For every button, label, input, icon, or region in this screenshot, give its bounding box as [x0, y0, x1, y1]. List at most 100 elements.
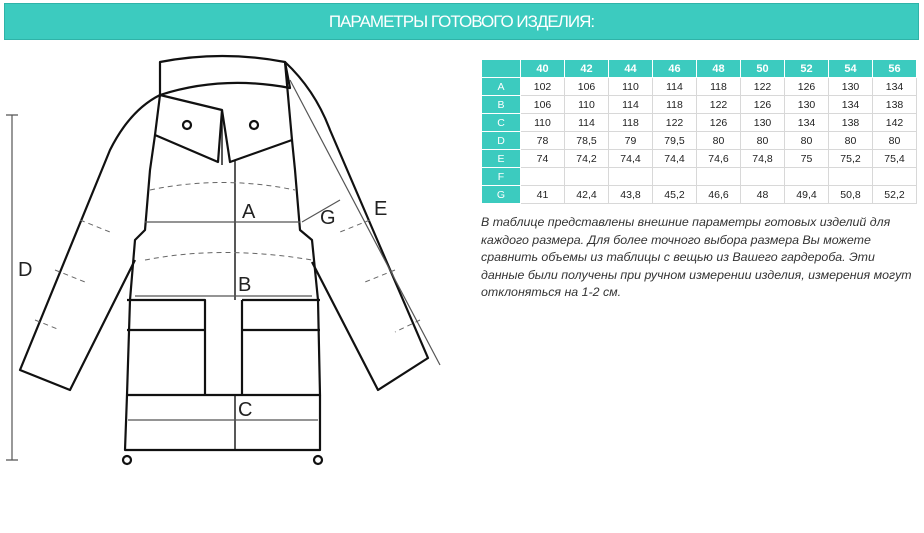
table-cell	[696, 167, 741, 186]
table-cell: 74	[520, 149, 565, 168]
left-pocket	[127, 298, 207, 395]
table-cell: 118	[696, 77, 741, 96]
table-cell: 79,5	[652, 131, 697, 150]
table-cell: 74,4	[652, 149, 697, 168]
label-B: B	[238, 274, 251, 296]
table-cell	[652, 167, 697, 186]
table-row: D 78 78,5 79 79,5 80 80 80 80 80	[481, 131, 917, 150]
table-row: B 106 110 114 118 122 126 130 134 138	[481, 95, 917, 114]
table-cell: 134	[828, 95, 873, 114]
table-cell: 122	[696, 95, 741, 114]
table-cell: 110	[564, 95, 609, 114]
label-D: D	[18, 259, 32, 281]
label-A: A	[242, 201, 256, 223]
description-text: В таблице представлены внешние параметры…	[481, 215, 912, 299]
size-header: 52	[784, 59, 829, 78]
table-cell	[740, 167, 785, 186]
right-sleeve	[284, 61, 430, 392]
table-cell: 114	[564, 113, 609, 132]
table-cell: 126	[696, 113, 741, 132]
table-cell: 118	[608, 113, 653, 132]
measure-G	[301, 199, 341, 223]
table-cell: 75	[784, 149, 829, 168]
table-cell: 50,8	[828, 185, 873, 204]
table-cell: 46,6	[696, 185, 741, 204]
label-E: E	[374, 198, 387, 220]
table-cell: 41	[520, 185, 565, 204]
size-header: 46	[652, 59, 697, 78]
table-cell	[520, 167, 565, 186]
table-cell: 42,4	[564, 185, 609, 204]
table-cell: 78	[520, 131, 565, 150]
table-cell: 106	[564, 77, 609, 96]
table-cell: 52,2	[872, 185, 917, 204]
collar	[158, 54, 292, 97]
size-header: 48	[696, 59, 741, 78]
table-cell: 134	[784, 113, 829, 132]
table-cell: 78,5	[564, 131, 609, 150]
table-cell: 138	[828, 113, 873, 132]
table-cell	[872, 167, 917, 186]
row-label: C	[481, 113, 521, 132]
size-table: 40 42 44 46 48 50 52 54 56 A 102 106 110 114 118 122 12…	[481, 59, 917, 204]
table-cell: 118	[652, 95, 697, 114]
table-cell: 114	[652, 77, 697, 96]
table-cell: 130	[828, 77, 873, 96]
size-header: 40	[520, 59, 565, 78]
row-label: D	[481, 131, 521, 150]
table-cell: 48	[740, 185, 785, 204]
table-cell: 43,8	[608, 185, 653, 204]
table-cell: 106	[520, 95, 565, 114]
table-cell: 80	[828, 131, 873, 150]
size-header: 56	[872, 59, 917, 78]
table-cell: 126	[784, 77, 829, 96]
table-cell: 74,6	[696, 149, 741, 168]
table-cell: 80	[784, 131, 829, 150]
label-G: G	[320, 207, 336, 229]
size-header: 42	[564, 59, 609, 78]
table-cell: 138	[872, 95, 917, 114]
table-cell: 74,4	[608, 149, 653, 168]
row-label: F	[481, 167, 521, 186]
table-cell: 110	[520, 113, 565, 132]
table-cell: 122	[652, 113, 697, 132]
table-cell	[564, 167, 609, 186]
size-header: 50	[740, 59, 785, 78]
table-cell: 80	[872, 131, 917, 150]
table-cell: 80	[740, 131, 785, 150]
left-sleeve	[18, 94, 161, 392]
table-cell: 75,4	[872, 149, 917, 168]
title-banner: ПАРАМЕТРЫ ГОТОВОГО ИЗДЕЛИЯ:	[4, 3, 919, 40]
table-cell	[608, 167, 653, 186]
right-pocket	[240, 298, 320, 395]
table-cell: 126	[740, 95, 785, 114]
table-row: F	[481, 167, 917, 186]
jacket-diagram: A B C D E G	[6, 54, 441, 466]
table-cell: 130	[784, 95, 829, 114]
size-header: 54	[828, 59, 873, 78]
row-label: A	[481, 77, 521, 96]
measure-E	[289, 79, 441, 366]
table-cell: 114	[608, 95, 653, 114]
table-row: E 74 74,2 74,4 74,4 74,6 74,8 75 75,2 75,4	[481, 149, 917, 168]
size-header: 44	[608, 59, 653, 78]
table-cell: 134	[872, 77, 917, 96]
table-cell: 74,2	[564, 149, 609, 168]
table-row: A 102 106 110 114 118 122 126 130 134	[481, 77, 917, 96]
row-label: E	[481, 149, 521, 168]
table-row: G 41 42,4 43,8 45,2 46,6 48 49,4 50,8 52,2	[481, 185, 917, 204]
corner-cell	[481, 59, 521, 78]
table-cell: 110	[608, 77, 653, 96]
jacket-body	[125, 134, 322, 397]
table-cell: 142	[872, 113, 917, 132]
table-cell: 45,2	[652, 185, 697, 204]
table-cell: 80	[696, 131, 741, 150]
table-cell: 74,8	[740, 149, 785, 168]
row-label: B	[481, 95, 521, 114]
table-cell: 130	[740, 113, 785, 132]
row-label: G	[481, 185, 521, 204]
table-cell	[784, 167, 829, 186]
table-cell: 102	[520, 77, 565, 96]
table-cell	[828, 167, 873, 186]
label-C: C	[238, 399, 252, 421]
